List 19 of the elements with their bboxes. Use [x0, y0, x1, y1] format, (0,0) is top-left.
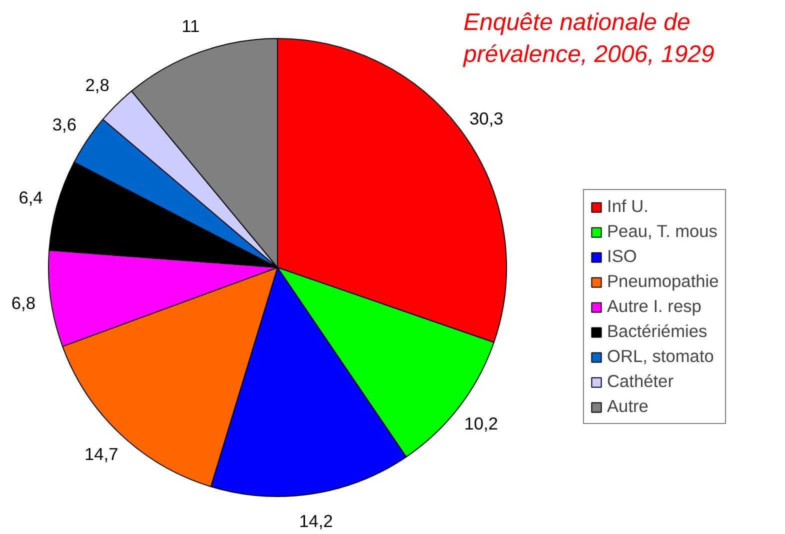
data-label: 3,6: [52, 114, 77, 135]
legend-label: Autre I. resp: [607, 296, 702, 317]
legend-label: Pneumopathie: [607, 271, 719, 292]
legend-label: Bactériémies: [607, 321, 708, 342]
legend-label: Cathéter: [607, 371, 674, 392]
data-label: 6,8: [11, 292, 36, 313]
legend-label: Peau, T. mous: [607, 221, 718, 242]
data-label: 11: [182, 16, 200, 36]
legend-label: ORL, stomato: [607, 346, 714, 367]
chart-title: Enquête nationale de prévalence, 2006, 1929: [462, 9, 714, 68]
legend-label: ISO: [607, 246, 637, 267]
legend-label: Autre: [607, 396, 648, 417]
data-label: 2,8: [85, 75, 110, 96]
data-label: 30,3: [470, 108, 504, 129]
data-label: 6,4: [18, 187, 44, 208]
data-label: 14,7: [84, 444, 118, 464]
data-label: 10,2: [464, 413, 498, 434]
data-label: 14,2: [299, 511, 333, 532]
legend-label: Inf U.: [607, 196, 648, 217]
